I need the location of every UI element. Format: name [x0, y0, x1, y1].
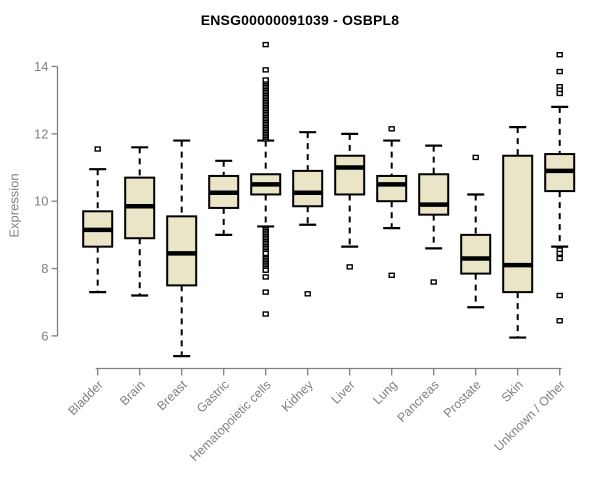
- chart-title: ENSG00000091039 - OSBPL8: [200, 12, 400, 28]
- svg-text:Brain: Brain: [117, 378, 148, 409]
- svg-text:Lung: Lung: [370, 378, 400, 408]
- outlier-point: [556, 318, 563, 324]
- boxplot-breast: [166, 139, 198, 358]
- outlier-point: [262, 274, 269, 280]
- outlier-point: [94, 146, 101, 152]
- outlier-point: [262, 267, 269, 273]
- outlier-point: [556, 292, 563, 299]
- boxplot-liver: [334, 132, 366, 270]
- outlier-point: [262, 311, 269, 317]
- boxplot-hematopoietic-cells: [250, 41, 282, 317]
- outlier-point: [556, 68, 563, 75]
- svg-text:Hematopoietic cells: Hematopoietic cells: [187, 378, 274, 465]
- svg-text:Bladder: Bladder: [65, 378, 105, 418]
- boxplot-skin: [502, 126, 534, 339]
- svg-text:14: 14: [34, 59, 48, 74]
- outlier-point: [388, 126, 395, 132]
- outlier-point: [556, 255, 563, 262]
- y-axis: 6 8 10 12 14: [34, 59, 59, 343]
- outlier-point: [304, 291, 311, 297]
- svg-text:Liver: Liver: [329, 378, 358, 407]
- outlier-point: [262, 77, 269, 83]
- outlier-point: [262, 250, 269, 257]
- outlier-point: [346, 264, 353, 270]
- svg-text:Pancreas: Pancreas: [395, 378, 442, 425]
- outlier-point: [556, 90, 563, 97]
- svg-text:Breast: Breast: [154, 377, 190, 413]
- svg-text:8: 8: [41, 261, 48, 276]
- outlier-point: [430, 279, 437, 285]
- outlier-point: [556, 52, 563, 58]
- boxplot-brain: [124, 146, 156, 297]
- boxplot-bladder: [82, 146, 114, 294]
- boxplot-pancreas: [418, 144, 450, 285]
- svg-text:6: 6: [41, 328, 48, 343]
- boxplot-prostate: [460, 154, 492, 309]
- boxplot-gastric: [208, 159, 240, 236]
- boxplot-unknown-other: [544, 52, 576, 324]
- svg-text:Skin: Skin: [499, 378, 526, 405]
- outlier-point: [262, 67, 269, 73]
- boxplot-kidney: [292, 131, 324, 297]
- svg-text:Kidney: Kidney: [279, 377, 316, 414]
- outlier-point: [556, 250, 563, 257]
- outlier-point: [472, 154, 479, 161]
- outlier-point: [388, 272, 395, 278]
- svg-text:Prostate: Prostate: [441, 378, 484, 421]
- svg-text:12: 12: [34, 126, 48, 141]
- svg-text:10: 10: [34, 194, 48, 209]
- svg-text:Unknown / Other: Unknown / Other: [492, 378, 568, 454]
- boxplot-lung: [376, 126, 408, 278]
- svg-text:Gastric: Gastric: [194, 378, 232, 416]
- outlier-point: [262, 289, 269, 295]
- outlier-point: [262, 41, 269, 48]
